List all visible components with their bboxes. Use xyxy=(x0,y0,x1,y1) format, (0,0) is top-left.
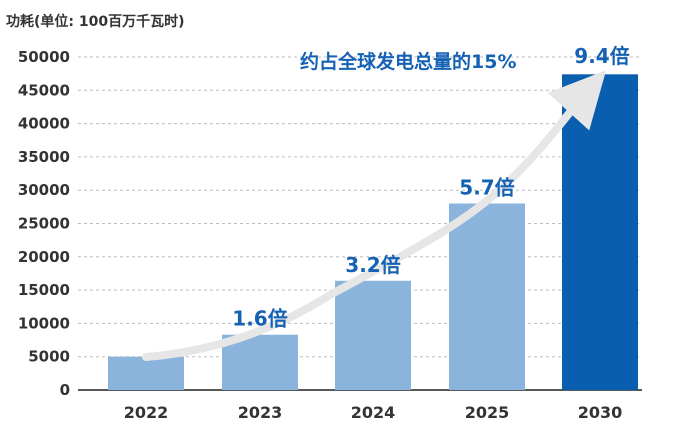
growth-label: 3.2倍 xyxy=(345,253,400,277)
labels-layer: 1.6倍 3.2倍 5.7倍 9.4倍 xyxy=(232,44,629,331)
y-tick-label: 10000 xyxy=(18,314,70,332)
growth-arrow xyxy=(142,70,607,361)
y-tick-label: 50000 xyxy=(18,48,70,66)
bar-2023 xyxy=(222,334,298,390)
x-tick-label: 2024 xyxy=(351,403,396,422)
growth-label: 1.6倍 xyxy=(232,307,287,331)
growth-label: 9.4倍 xyxy=(574,44,629,68)
y-tick-label: 5000 xyxy=(28,348,70,366)
y-tick-label: 40000 xyxy=(18,115,70,133)
y-tick-label: 0 xyxy=(60,381,70,399)
y-tick-label: 30000 xyxy=(18,181,70,199)
y-tick-label: 35000 xyxy=(18,148,70,166)
bar-2025 xyxy=(449,203,525,390)
chart-title: 功耗(单位: 100百万千瓦时) xyxy=(6,13,185,30)
bar-2024 xyxy=(335,280,411,390)
y-tick-label: 15000 xyxy=(18,281,70,299)
x-tick-label: 2025 xyxy=(465,403,510,422)
grid-layer: 0 5000 10000 15000 20000 25000 30000 35000 40000… xyxy=(18,48,642,399)
y-tick-label: 45000 xyxy=(18,81,70,99)
y-tick-label: 20000 xyxy=(18,248,70,266)
growth-label: 5.7倍 xyxy=(459,176,514,200)
x-tick-label: 2022 xyxy=(124,403,169,422)
bars-layer: 2022 2023 2024 2025 2030 xyxy=(108,74,638,422)
bar-2022 xyxy=(108,356,184,390)
y-tick-label: 25000 xyxy=(18,215,70,233)
chart-annotation: 约占全球发电总量的15% xyxy=(300,50,516,73)
x-tick-label: 2023 xyxy=(238,403,283,422)
bar-2030 xyxy=(562,74,638,390)
x-tick-label: 2030 xyxy=(578,403,623,422)
